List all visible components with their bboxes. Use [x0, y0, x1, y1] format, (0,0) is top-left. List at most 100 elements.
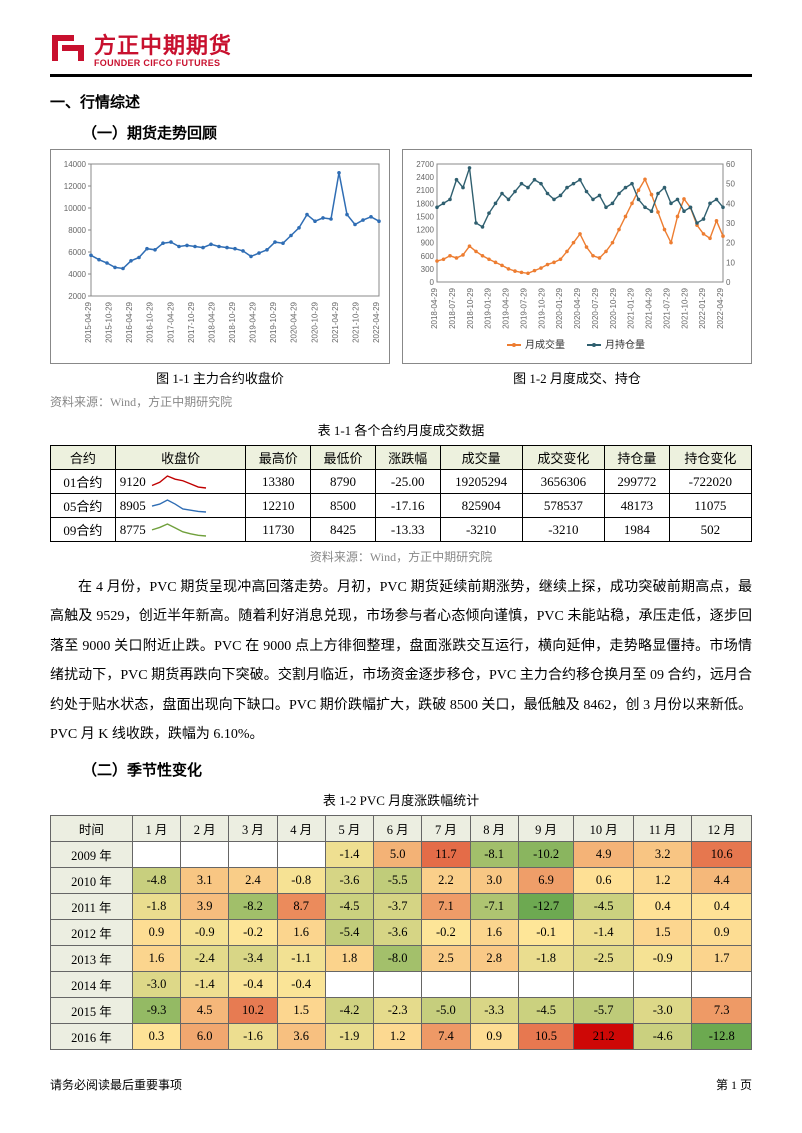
svg-text:2022-04-29: 2022-04-29 — [716, 287, 725, 328]
source-2: 资料来源：Wind，方正中期研究院 — [50, 548, 752, 565]
footer-right: 第 1 页 — [716, 1076, 752, 1093]
table-col-header: 8 月 — [470, 816, 518, 842]
body-paragraph: 在 4 月份，PVC 期货呈现冲高回落走势。月初，PVC 期货延续前期涨势，继续… — [50, 573, 752, 749]
svg-text:2700: 2700 — [416, 160, 434, 169]
table-row: 2013 年1.6-2.4-3.4-1.11.8-8.02.52.8-1.8-2… — [51, 946, 752, 972]
svg-text:2022-01-29: 2022-01-29 — [698, 287, 707, 328]
svg-text:8000: 8000 — [68, 226, 86, 235]
table-col-header: 最低价 — [311, 446, 376, 470]
svg-text:2400: 2400 — [416, 173, 434, 182]
svg-text:0: 0 — [726, 278, 731, 287]
svg-text:2100: 2100 — [416, 186, 434, 195]
svg-text:2021-10-29: 2021-10-29 — [680, 287, 689, 328]
subsection-1-2-title: （二）季节性变化 — [82, 759, 752, 780]
svg-text:20: 20 — [726, 239, 735, 248]
svg-text:4000: 4000 — [68, 270, 86, 279]
table-col-header: 涨跌幅 — [375, 446, 440, 470]
svg-text:2019-04-29: 2019-04-29 — [502, 287, 511, 328]
table-col-header: 5 月 — [325, 816, 373, 842]
svg-text:10000: 10000 — [64, 204, 87, 213]
svg-text:2017-04-29: 2017-04-29 — [166, 301, 175, 342]
svg-text:2020-10-29: 2020-10-29 — [609, 287, 618, 328]
svg-text:2021-04-29: 2021-04-29 — [331, 301, 340, 342]
table-col-header: 持仓量 — [604, 446, 669, 470]
svg-text:1200: 1200 — [416, 226, 434, 235]
subsection-1-1-title: （一）期货走势回顾 — [82, 122, 752, 143]
svg-text:2016-04-29: 2016-04-29 — [125, 301, 134, 342]
svg-text:2015-04-29: 2015-04-29 — [84, 301, 93, 342]
svg-text:6000: 6000 — [68, 248, 86, 257]
chart-1-1-caption: 图 1-1 主力合约收盘价 — [50, 368, 390, 387]
svg-text:2019-10-29: 2019-10-29 — [269, 301, 278, 342]
table-col-header: 3 月 — [229, 816, 277, 842]
svg-text:14000: 14000 — [64, 160, 87, 169]
svg-text:40: 40 — [726, 199, 735, 208]
brand-logo: 方正中期期货 FOUNDER CIFCO FUTURES — [50, 28, 752, 68]
svg-text:2021-07-29: 2021-07-29 — [662, 287, 671, 328]
table-col-header: 6 月 — [374, 816, 422, 842]
header-divider — [50, 74, 752, 77]
svg-text:2018-10-29: 2018-10-29 — [228, 301, 237, 342]
svg-text:2016-10-29: 2016-10-29 — [146, 301, 155, 342]
table-1-2-title: 表 1-2 PVC 月度涨跌幅统计 — [50, 790, 752, 809]
svg-text:2020-01-29: 2020-01-29 — [555, 287, 564, 328]
table-col-header: 时间 — [51, 816, 133, 842]
table-col-header: 10 月 — [574, 816, 633, 842]
table-row: 09合约8775117308425-13.33-3210-32101984502 — [51, 518, 752, 542]
table-row: 2014 年-3.0-1.4-0.4-0.4 — [51, 972, 752, 998]
table-row: 01合约9120133808790-25.0019205294365630629… — [51, 470, 752, 494]
svg-text:600: 600 — [421, 252, 435, 261]
chart-1-2-caption: 图 1-2 月度成交、持仓 — [402, 368, 752, 387]
svg-text:2019-04-29: 2019-04-29 — [249, 301, 258, 342]
svg-text:2020-07-29: 2020-07-29 — [591, 287, 600, 328]
table-row: 2010 年-4.83.12.4-0.8-3.6-5.52.23.06.90.6… — [51, 868, 752, 894]
svg-text:30: 30 — [726, 219, 735, 228]
svg-text:1800: 1800 — [416, 199, 434, 208]
svg-text:2021-04-29: 2021-04-29 — [645, 287, 654, 328]
svg-text:50: 50 — [726, 180, 735, 189]
svg-text:2019-01-29: 2019-01-29 — [484, 287, 493, 328]
svg-text:60: 60 — [726, 160, 735, 169]
svg-text:0: 0 — [430, 278, 435, 287]
svg-text:2018-04-29: 2018-04-29 — [430, 287, 439, 328]
table-contracts: 合约收盘价最高价最低价涨跌幅成交量成交变化持仓量持仓变化 01合约9120133… — [50, 445, 752, 542]
svg-text:2021-10-29: 2021-10-29 — [351, 301, 360, 342]
chart-1-1: 20004000600080001000012000140002015-04-2… — [50, 149, 390, 364]
table-heatmap: 时间1 月2 月3 月4 月5 月6 月7 月8 月9 月10 月11 月12 … — [50, 815, 752, 1050]
table-row: 2009 年-1.45.011.7-8.1-10.24.93.210.6 — [51, 842, 752, 868]
svg-text:2015-10-29: 2015-10-29 — [105, 301, 114, 342]
table-row: 05合约8905122108500-17.1682590457853748173… — [51, 494, 752, 518]
svg-text:2021-01-29: 2021-01-29 — [627, 287, 636, 328]
svg-text:1500: 1500 — [416, 212, 434, 221]
table-1-1-title: 表 1-1 各个合约月度成交数据 — [50, 420, 752, 439]
svg-text:2000: 2000 — [68, 292, 86, 301]
svg-text:2018-07-29: 2018-07-29 — [448, 287, 457, 328]
svg-text:月成交量: 月成交量 — [525, 338, 565, 351]
table-col-header: 持仓变化 — [669, 446, 751, 470]
table-col-header: 9 月 — [518, 816, 574, 842]
svg-text:2017-10-29: 2017-10-29 — [187, 301, 196, 342]
table-col-header: 收盘价 — [115, 446, 246, 470]
table-col-header: 成交量 — [440, 446, 522, 470]
table-col-header: 12 月 — [692, 816, 752, 842]
table-col-header: 7 月 — [422, 816, 470, 842]
svg-text:2019-07-29: 2019-07-29 — [519, 287, 528, 328]
svg-text:2018-10-29: 2018-10-29 — [466, 287, 475, 328]
table-row: 2015 年-9.34.510.21.5-4.2-2.3-5.0-3.3-4.5… — [51, 998, 752, 1024]
svg-text:300: 300 — [421, 265, 435, 274]
svg-text:2020-04-29: 2020-04-29 — [290, 301, 299, 342]
svg-text:2019-10-29: 2019-10-29 — [537, 287, 546, 328]
table-row: 2011 年-1.83.9-8.28.7-4.5-3.77.1-7.1-12.7… — [51, 894, 752, 920]
svg-text:10: 10 — [726, 258, 735, 267]
svg-text:月持仓量: 月持仓量 — [605, 338, 645, 351]
table-col-header: 11 月 — [633, 816, 692, 842]
logo-mark-icon — [50, 33, 86, 63]
svg-text:2020-04-29: 2020-04-29 — [573, 287, 582, 328]
table-row: 2012 年0.9-0.9-0.21.6-5.4-3.6-0.21.6-0.1-… — [51, 920, 752, 946]
chart-1-2: 0300600900120015001800210024002700010203… — [402, 149, 752, 364]
source-1: 资料来源：Wind，方正中期研究院 — [50, 393, 752, 410]
svg-text:2018-04-29: 2018-04-29 — [207, 301, 216, 342]
footer-left: 请务必阅读最后重要事项 — [50, 1076, 182, 1093]
svg-text:2020-10-29: 2020-10-29 — [310, 301, 319, 342]
table-col-header: 最高价 — [246, 446, 311, 470]
